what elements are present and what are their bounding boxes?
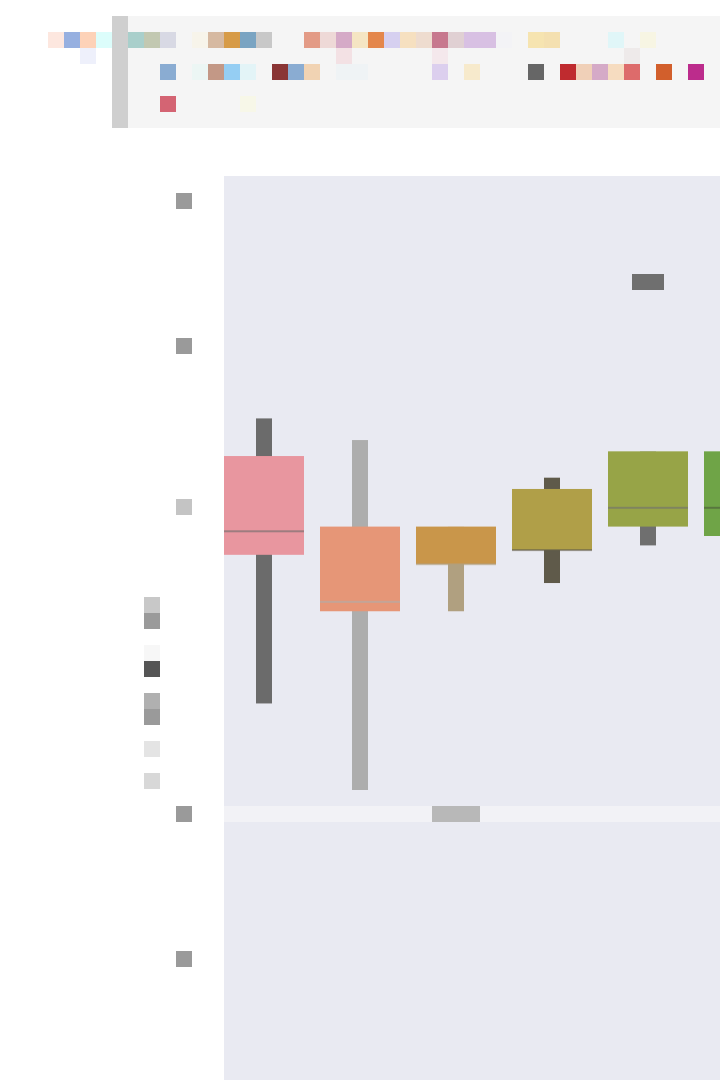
palette-swatch-r1b-0[interactable]	[336, 48, 352, 64]
legend-marker-5	[144, 709, 160, 725]
palette-swatch-r1-6[interactable]	[240, 32, 256, 48]
palette-swatch-r1-16[interactable]	[432, 32, 448, 48]
y-tick-0	[176, 193, 192, 209]
box-4-median	[608, 506, 688, 509]
legend-marker-6	[144, 741, 160, 757]
palette-swatch-r2-6[interactable]	[288, 64, 304, 80]
palette-swatch-r1-15[interactable]	[416, 32, 432, 48]
palette-swatch-r1-19[interactable]	[480, 32, 496, 48]
outside-swatch-2[interactable]	[80, 32, 96, 48]
palette-swatch-r1-0[interactable]	[128, 32, 144, 48]
palette-swatch-r2-13[interactable]	[560, 64, 576, 80]
legend-marker-0	[144, 597, 160, 613]
outside-swatch-0[interactable]	[48, 32, 64, 48]
legend	[144, 597, 160, 789]
box-3-body	[512, 488, 592, 551]
box-3	[512, 477, 592, 584]
box-5-median	[704, 506, 720, 509]
palette-swatch-r2-2[interactable]	[208, 64, 224, 80]
outside-swatch-1[interactable]	[64, 32, 80, 48]
palette-swatch-r1-24[interactable]	[640, 32, 656, 48]
legend-marker-2	[144, 645, 160, 661]
palette-swatch-r1-18[interactable]	[464, 32, 480, 48]
palette-swatch-r2-12[interactable]	[528, 64, 544, 80]
palette-grip[interactable]	[112, 16, 128, 128]
y-tick-3	[176, 806, 192, 822]
palette-swatch-r2-5[interactable]	[272, 64, 288, 80]
palette-swatch-r2-1[interactable]	[192, 64, 208, 80]
palette-swatch-r1-3[interactable]	[192, 32, 208, 48]
box-0-body	[224, 456, 304, 555]
box-2	[416, 526, 496, 612]
grid-marker	[432, 806, 480, 822]
palette-swatch-r2-10[interactable]	[432, 64, 448, 80]
palette-swatch-r1-17[interactable]	[448, 32, 464, 48]
y-tick-2	[176, 499, 192, 515]
box-5	[704, 451, 720, 536]
palette-swatch-r1-13[interactable]	[384, 32, 400, 48]
palette-swatch-r1-22[interactable]	[544, 32, 560, 48]
palette-swatch-r1-14[interactable]	[400, 32, 416, 48]
legend-marker-4	[144, 693, 160, 709]
y-tick-4	[176, 951, 192, 967]
palette-swatch-r2-14[interactable]	[576, 64, 592, 80]
legend-marker-7	[144, 773, 160, 789]
palette-swatch-r1b-1[interactable]	[432, 48, 448, 64]
palette-swatch-r2-3[interactable]	[224, 64, 240, 80]
box-4	[608, 451, 688, 546]
boxes	[224, 274, 720, 790]
palette-swatch-r2-8[interactable]	[336, 64, 352, 80]
legend-marker-3	[144, 661, 160, 677]
palette-swatch-r1-21[interactable]	[528, 32, 544, 48]
box-4-body	[608, 451, 688, 527]
box-1-whisker	[352, 440, 368, 790]
palette-swatch-r2-16[interactable]	[608, 64, 624, 80]
palette-swatch-r3-0[interactable]	[160, 96, 176, 112]
outlier-0	[632, 274, 664, 290]
outside-swatch-3[interactable]	[96, 32, 112, 48]
plot-area	[224, 176, 720, 1080]
box-0	[224, 418, 304, 704]
y-tick-1	[176, 338, 192, 354]
palette-swatch-r1-20[interactable]	[496, 32, 512, 48]
y-axis-ticks	[176, 193, 192, 967]
palette-swatch-r1-8[interactable]	[304, 32, 320, 48]
box-5-body	[704, 451, 720, 536]
box-0-median	[224, 530, 304, 533]
palette-swatch-r2-9[interactable]	[352, 64, 368, 80]
color-palette-bar	[112, 16, 720, 128]
box-2-body	[416, 526, 496, 565]
palette-swatch-r1-23[interactable]	[608, 32, 624, 48]
box-2-median	[416, 563, 496, 566]
grid-lines	[224, 806, 720, 822]
palette-swatch-r1-12[interactable]	[368, 32, 384, 48]
palette-swatch-r1-11[interactable]	[352, 32, 368, 48]
palette-swatch-r2-17[interactable]	[624, 64, 640, 80]
palette-swatch-r2-0[interactable]	[160, 64, 176, 80]
outside-swatch-4[interactable]	[80, 48, 96, 64]
palette-swatch-r1-10[interactable]	[336, 32, 352, 48]
palette-swatch-r1-4[interactable]	[208, 32, 224, 48]
palette-swatch-r2-11[interactable]	[464, 64, 480, 80]
palette-swatch-r3-1[interactable]	[240, 96, 256, 112]
palette-swatch-r1-2[interactable]	[160, 32, 176, 48]
legend-marker-1	[144, 613, 160, 629]
palette-swatch-r2-4[interactable]	[240, 64, 256, 80]
palette-swatch-r2-15[interactable]	[592, 64, 608, 80]
box-1-median	[320, 600, 400, 603]
box-1-body	[320, 526, 400, 612]
palette-swatch-r1-5[interactable]	[224, 32, 240, 48]
palette-swatch-r1-1[interactable]	[144, 32, 160, 48]
palette-swatch-r2-7[interactable]	[304, 64, 320, 80]
palette-swatch-r2-19[interactable]	[688, 64, 704, 80]
palette-swatch-r1-9[interactable]	[320, 32, 336, 48]
box-3-median	[512, 549, 592, 552]
palette-swatch-r1-7[interactable]	[256, 32, 272, 48]
box-1	[320, 440, 400, 790]
palette-swatch-r2-18[interactable]	[656, 64, 672, 80]
palette-swatch-r1b-2[interactable]	[624, 48, 640, 64]
